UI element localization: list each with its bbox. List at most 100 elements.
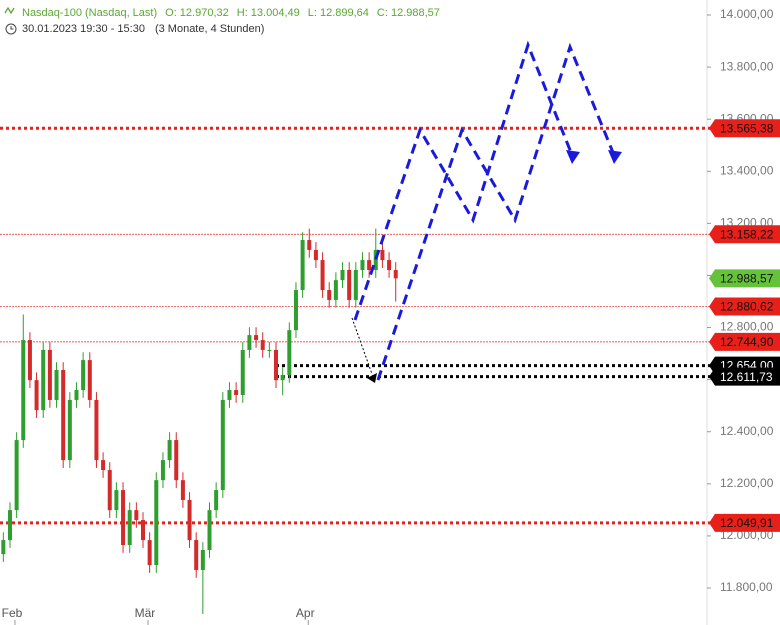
candle-body [320,260,325,291]
candle-body [194,540,199,571]
candle-body [27,340,32,381]
level-tag [709,332,780,351]
candle-body [174,440,179,481]
candle-body [7,510,12,541]
candle-body [387,260,392,270]
period: (3 Monate, 4 Stunden) [155,23,264,35]
candle-body [140,520,145,541]
y-tick-label: 12.800,00 [720,320,774,334]
candle-body [147,540,152,566]
y-tick-label: 11.800,00 [720,580,773,594]
candle-body [114,490,119,511]
dotted-arrow [351,317,373,375]
candle-body [240,349,245,396]
candle-body [260,340,265,350]
candle-body [220,399,225,491]
candle-body [167,440,172,461]
level-label: 12.880,62 [720,300,774,314]
candle-body [367,260,372,270]
candle-body [107,470,112,511]
level-label: 12.049,91 [720,516,774,530]
candle-body [54,369,59,400]
projection-path [376,42,616,381]
candle-body [127,510,132,546]
candle-body [254,335,259,341]
candle-body [187,499,192,541]
candle-body [247,335,252,350]
y-tick-label: 12.400,00 [720,424,774,438]
date-range: 30.01.2023 19:30 - 15:30 [22,23,145,35]
candle-body [160,460,165,481]
level-label: 13.158,22 [720,227,774,241]
candle-body [87,360,92,400]
clock-hands [10,26,14,30]
header: Nasdaq-100 (Nasdaq, Last) O: 12.970,32 H: … [4,6,440,35]
candle-body [380,249,385,261]
candle-body [280,374,285,381]
y-tick-label: 13.800,00 [720,59,774,73]
ohlc-label: H: 13.004,49 [237,7,300,19]
candle-body [67,399,72,461]
candle-body [47,349,52,400]
candle-body [234,390,239,396]
candle-body [353,269,358,300]
candle-body [101,460,106,471]
candle-body [14,440,19,511]
header-title: Nasdaq-100 (Nasdaq, Last) [22,7,157,19]
candle-body [61,369,66,461]
candle-body [274,349,279,381]
candle-body [373,249,378,270]
y-tick-label: 14.000,00 [720,7,774,21]
candle-body [333,280,338,300]
candle-body [134,510,139,521]
candle-body [214,490,219,511]
x-tick-label: Mär [135,606,156,620]
candle-body [313,249,318,261]
level-label: 12.988,57 [720,272,774,286]
level-label: 12.611,73 [720,370,773,384]
arrow-head [367,373,377,383]
candle-body [21,340,26,441]
candle-body [207,510,212,550]
ohlc-label: L: 12.899,64 [308,7,369,19]
arrow-head [608,150,622,164]
level-tag [709,367,780,386]
candle-body [180,480,185,500]
x-tick-label: Feb [2,606,23,620]
candle-body [94,399,99,461]
y-tick-label: 13.400,00 [720,163,774,177]
candle-body [360,260,365,270]
candle-body [1,540,6,555]
candle-body [227,390,232,400]
candle-body [347,269,352,300]
level-tag [709,225,780,244]
projection-path [353,40,574,321]
candle-body [81,360,86,391]
header-line: Nasdaq-100 (Nasdaq, Last) O: 12.970,32 H: … [22,7,440,19]
candle-body [300,240,305,291]
candle-body [154,480,159,566]
candle-body [293,290,298,331]
candle-body [267,349,272,351]
candle-body [327,290,332,300]
level-label: 13.565,38 [720,121,774,135]
candle-body [340,269,345,281]
ohlc-label: O: 12.970,32 [165,7,229,19]
level-tag [709,269,780,288]
candle-body [287,330,292,375]
level-label: 12.744,90 [720,335,774,349]
candle-body [34,380,39,411]
ohlc-label: C: 12.988,57 [377,7,440,19]
drawings [353,40,616,381]
level-tag [709,297,780,316]
candle-body [41,349,46,411]
candle-body [393,269,398,279]
candle-body [200,549,205,571]
level-tag [709,513,780,532]
candle-body [307,240,312,250]
level-tag [709,119,780,138]
clock-icon [5,23,17,35]
chart-icon [4,6,15,15]
